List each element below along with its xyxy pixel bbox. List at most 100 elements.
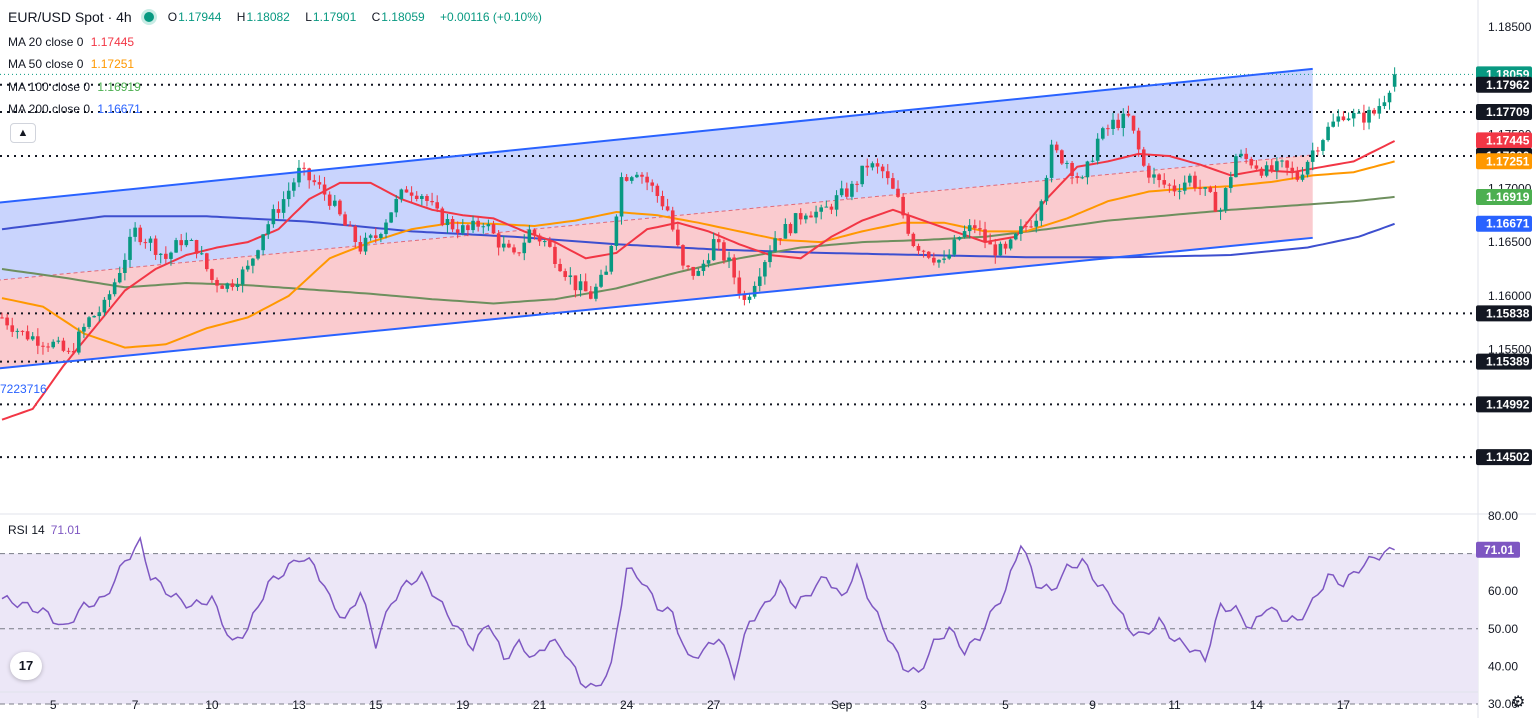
candle-body[interactable] bbox=[1054, 144, 1059, 151]
candle-body[interactable] bbox=[1280, 160, 1284, 162]
candle-body[interactable] bbox=[117, 272, 122, 283]
candle-body[interactable] bbox=[645, 176, 649, 183]
candle-body[interactable] bbox=[348, 225, 352, 227]
candle-body[interactable] bbox=[322, 184, 327, 195]
candle-body[interactable] bbox=[1285, 160, 1289, 168]
candle-body[interactable] bbox=[583, 281, 588, 292]
candle-body[interactable] bbox=[199, 253, 204, 255]
candle-body[interactable] bbox=[568, 275, 573, 278]
candle-body[interactable] bbox=[266, 224, 271, 235]
candle-body[interactable] bbox=[184, 240, 189, 246]
candle-body[interactable] bbox=[179, 240, 183, 246]
candle-body[interactable] bbox=[61, 340, 66, 351]
candle-body[interactable] bbox=[82, 326, 86, 332]
candle-body[interactable] bbox=[1346, 118, 1351, 121]
candle-body[interactable] bbox=[1172, 185, 1177, 192]
candle-body[interactable] bbox=[51, 341, 55, 348]
candle-body[interactable] bbox=[215, 279, 219, 286]
candle-body[interactable] bbox=[169, 252, 173, 259]
candle-body[interactable] bbox=[1019, 226, 1023, 235]
candle-body[interactable] bbox=[1111, 119, 1115, 129]
candle-body[interactable] bbox=[599, 274, 603, 287]
candle-body[interactable] bbox=[112, 282, 117, 295]
candle-body[interactable] bbox=[594, 286, 598, 299]
candle-body[interactable] bbox=[988, 241, 992, 245]
candle-body[interactable] bbox=[153, 238, 158, 255]
candle-body[interactable] bbox=[834, 195, 839, 210]
candle-body[interactable] bbox=[317, 182, 322, 185]
candle-body[interactable] bbox=[906, 215, 911, 234]
candle-body[interactable] bbox=[1316, 150, 1320, 152]
candle-body[interactable] bbox=[629, 177, 634, 181]
candle-body[interactable] bbox=[855, 183, 859, 185]
candle-body[interactable] bbox=[548, 241, 552, 247]
candle-body[interactable] bbox=[967, 225, 972, 232]
candle-body[interactable] bbox=[865, 165, 870, 168]
candle-body[interactable] bbox=[292, 182, 296, 191]
candle-body[interactable] bbox=[686, 265, 690, 267]
candle-body[interactable] bbox=[307, 168, 311, 181]
candle-body[interactable] bbox=[71, 350, 76, 353]
symbol-title[interactable]: EUR/USD Spot · 4h bbox=[8, 9, 132, 25]
candle-body[interactable] bbox=[1090, 160, 1095, 162]
candle-body[interactable] bbox=[1305, 161, 1310, 175]
candle-body[interactable] bbox=[1177, 190, 1182, 192]
ma200-legend[interactable]: MA 200 close 0 1.16671 bbox=[8, 102, 141, 116]
candle-body[interactable] bbox=[885, 171, 890, 179]
candle-body[interactable] bbox=[1362, 112, 1366, 123]
candle-body[interactable] bbox=[276, 209, 281, 213]
candle-body[interactable] bbox=[235, 284, 240, 288]
candle-body[interactable] bbox=[46, 346, 50, 348]
candle-body[interactable] bbox=[496, 233, 501, 248]
candle-body[interactable] bbox=[501, 243, 506, 248]
candle-body[interactable] bbox=[461, 225, 465, 233]
candle-body[interactable] bbox=[353, 226, 358, 242]
candle-body[interactable] bbox=[1136, 130, 1141, 150]
candle-body[interactable] bbox=[491, 224, 496, 234]
candle-body[interactable] bbox=[768, 251, 772, 263]
candle-body[interactable] bbox=[1208, 187, 1213, 192]
candle-body[interactable] bbox=[783, 224, 788, 239]
candle-body[interactable] bbox=[553, 246, 557, 264]
candle-body[interactable] bbox=[1321, 140, 1325, 151]
candle-body[interactable] bbox=[107, 294, 112, 300]
candle-body[interactable] bbox=[384, 222, 388, 235]
candle-body[interactable] bbox=[5, 317, 9, 326]
candle-body[interactable] bbox=[578, 281, 583, 291]
candle-body[interactable] bbox=[624, 177, 629, 181]
candle-body[interactable] bbox=[635, 174, 639, 178]
candle-body[interactable] bbox=[1387, 92, 1392, 103]
candle-body[interactable] bbox=[665, 206, 670, 211]
candle-body[interactable] bbox=[486, 224, 491, 227]
candle-body[interactable] bbox=[261, 234, 265, 251]
ma20-legend[interactable]: MA 20 close 0 1.17445 bbox=[8, 35, 134, 49]
candle-body[interactable] bbox=[251, 258, 255, 266]
candle-body[interactable] bbox=[973, 225, 977, 229]
candle-body[interactable] bbox=[1101, 128, 1105, 139]
candle-body[interactable] bbox=[1167, 184, 1172, 186]
candle-body[interactable] bbox=[102, 299, 107, 313]
channel-lower-line[interactable] bbox=[0, 236, 1313, 370]
candle-body[interactable] bbox=[681, 245, 685, 266]
candle-body[interactable] bbox=[1382, 102, 1387, 107]
candle-body[interactable] bbox=[399, 189, 404, 200]
candle-body[interactable] bbox=[414, 195, 419, 199]
candle-body[interactable] bbox=[1218, 210, 1223, 212]
candle-body[interactable] bbox=[1367, 109, 1371, 123]
candle-body[interactable] bbox=[435, 202, 439, 209]
ma100-legend[interactable]: MA 100 close 0 1.16919 bbox=[8, 80, 141, 94]
candle-body[interactable] bbox=[92, 316, 96, 318]
tradingview-logo-icon[interactable]: 17 bbox=[10, 652, 42, 680]
candle-body[interactable] bbox=[1162, 180, 1167, 185]
candle-body[interactable] bbox=[1336, 116, 1341, 122]
candle-body[interactable] bbox=[1295, 171, 1300, 180]
candle-body[interactable] bbox=[1131, 115, 1136, 131]
candle-body[interactable] bbox=[0, 317, 4, 319]
candle-body[interactable] bbox=[409, 192, 414, 196]
candle-body[interactable] bbox=[15, 330, 20, 332]
candle-body[interactable] bbox=[466, 225, 470, 231]
candle-body[interactable] bbox=[542, 241, 547, 243]
candle-body[interactable] bbox=[947, 254, 951, 259]
candle-body[interactable] bbox=[701, 263, 706, 272]
candle-body[interactable] bbox=[164, 253, 168, 259]
